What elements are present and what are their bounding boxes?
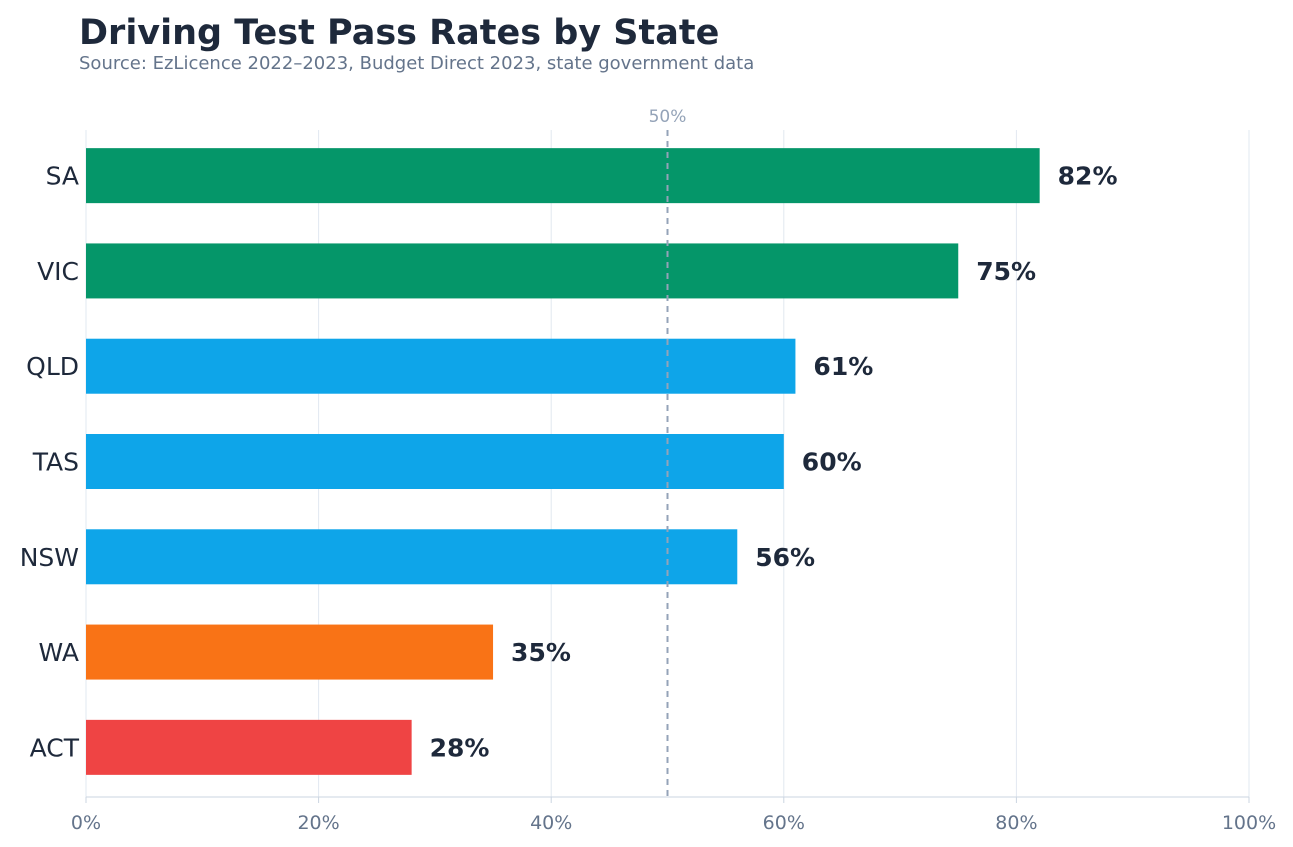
bar-nsw — [86, 529, 738, 585]
x-tick-label: 0% — [71, 812, 101, 834]
category-label: VIC — [37, 257, 79, 286]
x-axis: 0% 20% 40% 60% 80% 100% — [71, 796, 1276, 834]
value-label: 61% — [813, 352, 873, 381]
category-label: SA — [46, 162, 79, 191]
value-label: 56% — [755, 543, 815, 572]
bar-wa — [86, 624, 494, 680]
category-label: WA — [39, 638, 79, 667]
chart-subtitle: Source: EzLicence 2022–2023, Budget Dire… — [79, 53, 754, 74]
category-label: ACT — [30, 733, 80, 762]
category-label: TAS — [32, 448, 79, 477]
bar-qld — [86, 338, 796, 394]
bar-tas — [86, 434, 784, 489]
x-tick-label: 80% — [995, 812, 1037, 834]
value-label: 28% — [430, 733, 490, 762]
reference-line-group: 50% — [649, 107, 687, 797]
value-label: 35% — [511, 638, 571, 667]
chart-title: Driving Test Pass Rates by State — [79, 13, 719, 53]
x-tick-label: 40% — [530, 812, 572, 834]
x-tick-label: 20% — [297, 812, 339, 834]
bar-act — [86, 719, 412, 775]
category-label: NSW — [20, 543, 79, 572]
bar-sa — [86, 148, 1040, 204]
value-label: 60% — [802, 448, 862, 477]
x-tick-label: 100% — [1222, 812, 1276, 834]
x-tick-label: 60% — [763, 812, 805, 834]
reference-line-label: 50% — [649, 107, 687, 127]
value-label: 82% — [1058, 162, 1118, 191]
bar-vic — [86, 243, 959, 299]
value-label: 75% — [976, 257, 1036, 286]
category-label: QLD — [26, 352, 79, 381]
bars: SA 82% VIC 75% QLD 61% TAS 60% NSW 56% WA 35% ACT 28% — [20, 148, 1118, 775]
